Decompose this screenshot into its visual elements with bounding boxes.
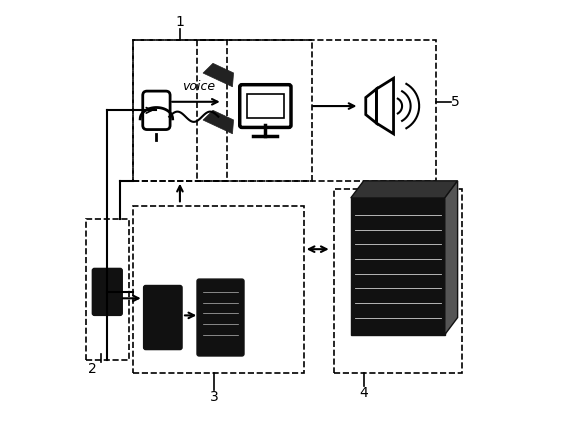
Text: voice: voice xyxy=(182,80,215,93)
FancyBboxPatch shape xyxy=(197,279,244,356)
Text: 4: 4 xyxy=(359,386,368,400)
Bar xyxy=(133,206,304,373)
Bar xyxy=(197,40,313,181)
FancyBboxPatch shape xyxy=(144,286,182,350)
Text: 2: 2 xyxy=(88,362,97,376)
Polygon shape xyxy=(351,198,445,335)
Bar xyxy=(133,40,436,181)
Polygon shape xyxy=(203,63,233,87)
Polygon shape xyxy=(203,111,233,134)
Bar xyxy=(86,219,129,360)
Bar xyxy=(133,40,227,181)
Bar xyxy=(247,94,284,118)
Text: 5: 5 xyxy=(451,95,460,109)
Polygon shape xyxy=(445,181,457,335)
FancyBboxPatch shape xyxy=(93,268,122,315)
Polygon shape xyxy=(351,181,457,198)
Text: 3: 3 xyxy=(210,390,218,404)
Bar xyxy=(333,189,462,373)
Text: 1: 1 xyxy=(176,15,184,29)
